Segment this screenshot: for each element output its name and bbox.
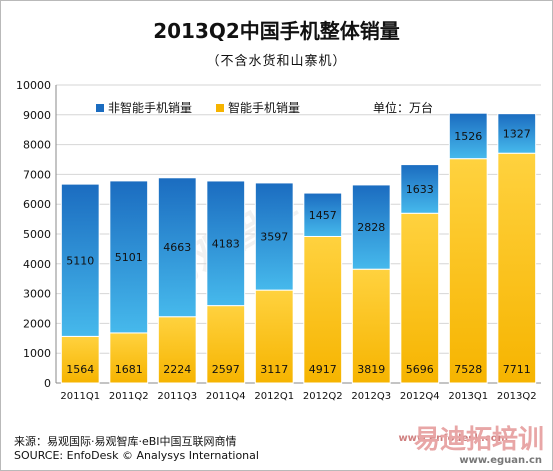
x-tick-label: 2012Q1: [254, 391, 294, 402]
y-tick-label: 8000: [23, 139, 51, 152]
bar-nonsmart: [351, 184, 391, 270]
bar-smart: [157, 316, 197, 384]
data-label-nonsmart: 3597: [260, 231, 288, 244]
y-tick-label: 4000: [23, 258, 51, 271]
data-label-smart: 2224: [163, 363, 191, 376]
bar-smart: [109, 332, 149, 384]
x-tick-label: 2013Q1: [448, 391, 488, 402]
data-label-smart: 1564: [66, 363, 94, 376]
data-label-smart: 5696: [406, 363, 434, 376]
data-label-nonsmart: 1526: [454, 130, 482, 143]
bar-nonsmart: [60, 183, 100, 337]
legend-label-nonsmart: 非智能手机销量: [108, 100, 192, 115]
data-label-nonsmart: 5110: [66, 254, 94, 267]
bar-nonsmart: [206, 180, 246, 307]
y-tick-label: 3000: [23, 288, 51, 301]
y-tick-label: 10000: [16, 79, 51, 92]
data-label-nonsmart: 1633: [406, 183, 434, 196]
legend-label-smart: 智能手机销量: [228, 100, 300, 115]
bar-smart: [448, 158, 488, 384]
x-tick-label: 2011Q2: [109, 391, 149, 402]
source-cn: 来源：易观国际·易观智库·eBI中国互联网商情: [14, 435, 237, 448]
watermark-url: www.eguan.cn: [459, 455, 542, 466]
bar-nonsmart: [254, 182, 294, 291]
bar-nonsmart: [497, 113, 537, 154]
data-label-smart: 2597: [212, 363, 240, 376]
source-en: SOURCE: EnfoDesk © Analysys Internationa…: [14, 449, 259, 462]
chart-title: 2013Q2中国手机整体销量: [153, 19, 400, 43]
y-tick-label: 0: [44, 377, 51, 390]
x-tick-label: 2013Q2: [497, 391, 537, 402]
x-tick-label: 2012Q4: [400, 391, 440, 402]
bar-smart: [497, 152, 537, 384]
bar-nonsmart: [303, 192, 343, 237]
data-label-nonsmart: 2828: [357, 221, 385, 234]
bar-nonsmart: [157, 177, 197, 318]
bar-smart: [254, 289, 294, 384]
bar-smart: [206, 305, 246, 384]
data-label-smart: 3819: [357, 363, 385, 376]
bar-nonsmart: [109, 180, 149, 334]
bar-nonsmart: [448, 112, 488, 160]
y-tick-label: 9000: [23, 109, 51, 122]
bar-smart: [400, 212, 440, 384]
legend-swatch-smart: [216, 104, 224, 112]
data-label-smart: 7711: [503, 363, 531, 376]
data-label-smart: 4917: [309, 363, 337, 376]
data-label-nonsmart: 1457: [309, 209, 337, 222]
unit-label: 单位：万台: [373, 100, 433, 115]
data-label-nonsmart: 1327: [503, 127, 531, 140]
x-tick-label: 2012Q3: [351, 391, 391, 402]
y-tick-label: 1000: [23, 347, 51, 360]
data-label-smart: 3117: [260, 363, 288, 376]
legend-swatch-nonsmart: [96, 104, 104, 112]
y-tick-label: 2000: [23, 317, 51, 330]
data-label-smart: 1681: [115, 363, 143, 376]
data-label-smart: 7528: [454, 363, 482, 376]
bar-nonsmart: [400, 164, 440, 214]
bar-smart: [60, 335, 100, 384]
y-tick-label: 7000: [23, 168, 51, 181]
watermark-url-top: www.enfodesk.com: [398, 433, 508, 444]
x-tick-label: 2011Q1: [60, 391, 100, 402]
chart-subtitle: （不含水货和山寨机）: [206, 54, 347, 69]
data-label-nonsmart: 5101: [115, 251, 143, 264]
y-tick-label: 6000: [23, 198, 51, 211]
x-tick-label: 2012Q2: [303, 391, 343, 402]
x-tick-label: 2011Q4: [206, 391, 246, 402]
data-label-nonsmart: 4183: [212, 237, 240, 250]
y-tick-label: 5000: [23, 228, 51, 241]
x-tick-label: 2011Q3: [157, 391, 197, 402]
bar-smart: [303, 235, 343, 384]
chart-svg: 0 1000 2000 3000 4000 5000 6000 7000 8000 9000 100…: [16, 79, 541, 402]
data-label-nonsmart: 4663: [163, 241, 191, 254]
